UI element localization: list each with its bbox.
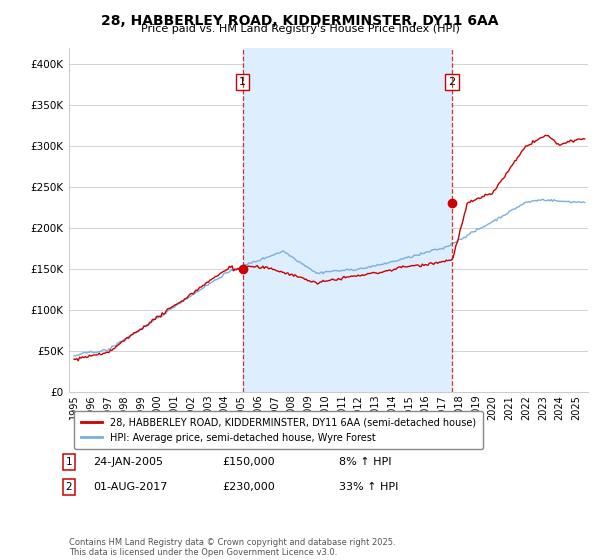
Text: 8% ↑ HPI: 8% ↑ HPI bbox=[339, 457, 391, 467]
Text: Contains HM Land Registry data © Crown copyright and database right 2025.
This d: Contains HM Land Registry data © Crown c… bbox=[69, 538, 395, 557]
Bar bbox=[242, 48, 452, 392]
Text: 1: 1 bbox=[239, 77, 246, 87]
Text: Price paid vs. HM Land Registry's House Price Index (HPI): Price paid vs. HM Land Registry's House … bbox=[140, 24, 460, 34]
Text: £230,000: £230,000 bbox=[222, 482, 275, 492]
Text: 33% ↑ HPI: 33% ↑ HPI bbox=[339, 482, 398, 492]
Text: £150,000: £150,000 bbox=[222, 457, 275, 467]
Text: 28, HABBERLEY ROAD, KIDDERMINSTER, DY11 6AA: 28, HABBERLEY ROAD, KIDDERMINSTER, DY11 … bbox=[101, 14, 499, 28]
Legend: 28, HABBERLEY ROAD, KIDDERMINSTER, DY11 6AA (semi-detached house), HPI: Average : 28, HABBERLEY ROAD, KIDDERMINSTER, DY11 … bbox=[74, 411, 483, 449]
Text: 1: 1 bbox=[65, 457, 73, 467]
Text: 24-JAN-2005: 24-JAN-2005 bbox=[93, 457, 163, 467]
Text: 2: 2 bbox=[448, 77, 455, 87]
Text: 01-AUG-2017: 01-AUG-2017 bbox=[93, 482, 167, 492]
Text: 2: 2 bbox=[65, 482, 73, 492]
